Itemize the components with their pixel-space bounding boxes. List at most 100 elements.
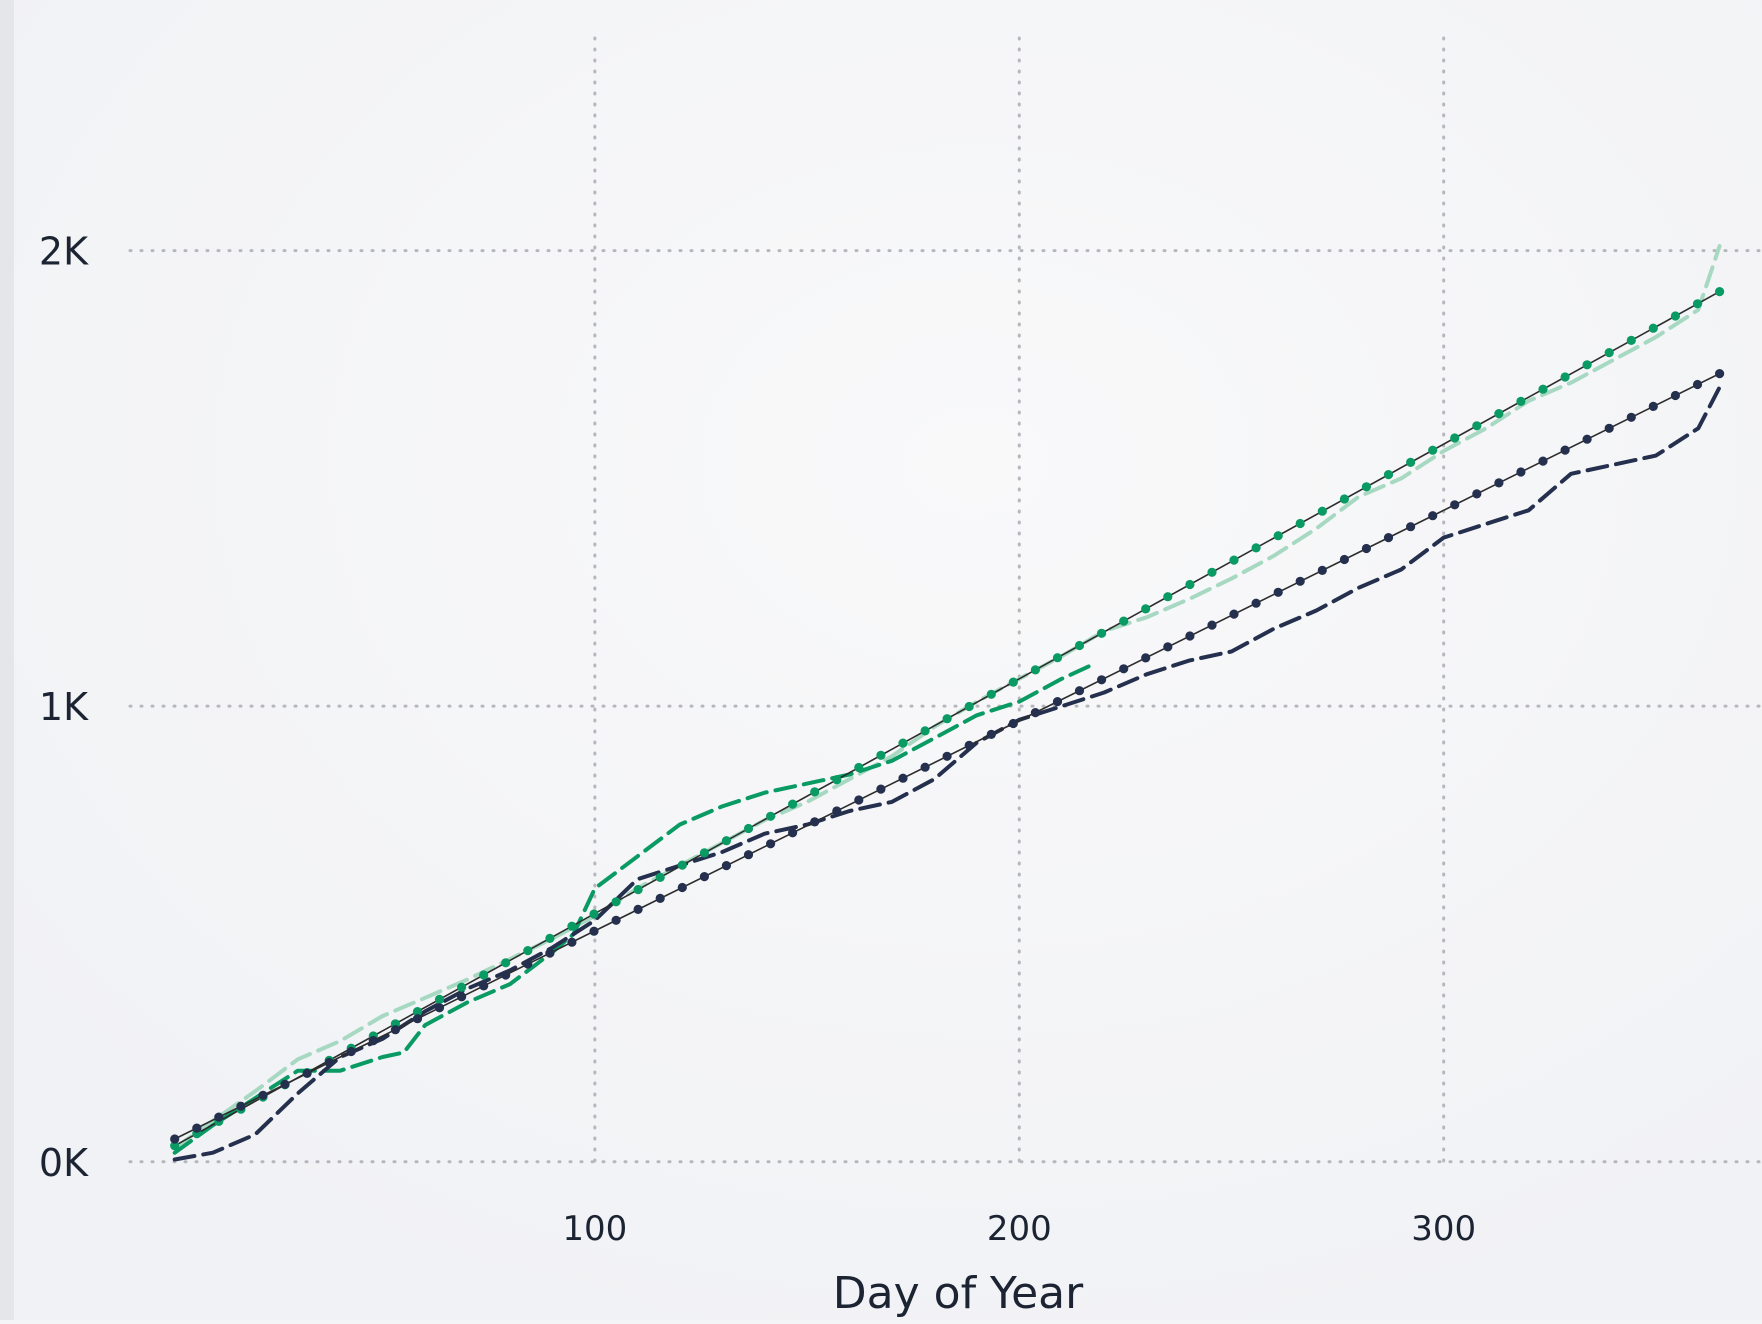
green-trend-markers-marker [567, 921, 577, 931]
green-trend-markers-marker [810, 787, 820, 797]
navy-trend-markers-marker [898, 773, 908, 783]
navy-trend-markers-marker [854, 795, 864, 805]
navy-trend-markers-marker [1715, 369, 1725, 379]
navy-trend-markers-marker [942, 751, 952, 761]
green-trend-markers-marker [677, 860, 687, 870]
green-trend-markers-marker [964, 701, 974, 712]
navy-trend-markers-marker [1295, 576, 1305, 586]
navy-trend-markers-marker [655, 893, 665, 904]
navy-trend-markers-marker [1030, 708, 1040, 718]
green-trend-markers-marker [1494, 409, 1504, 419]
series-navy-cumulative [172, 385, 1722, 1162]
navy-trend-markers-marker [766, 839, 776, 849]
green-trend-markers-marker [434, 994, 445, 1005]
green-trend-markers-marker [1516, 396, 1526, 406]
green-trend-markers-marker [920, 726, 930, 736]
x-tick-label-100: 100 [562, 1209, 627, 1249]
navy-trend-markers-marker [611, 915, 621, 925]
green-trend-markers-marker [898, 738, 908, 748]
navy-trend-markers-marker [302, 1068, 312, 1078]
x-tick-label-200: 200 [987, 1209, 1052, 1249]
green-cumulative-line [172, 663, 1094, 1155]
navy-trend-markers-marker [170, 1134, 180, 1144]
y-tick-label-2000: 2K [39, 230, 89, 274]
navy-trend-markers-marker [1317, 565, 1327, 576]
navy-trend-markers-marker [434, 1003, 445, 1013]
navy-trend-markers-marker [832, 806, 842, 816]
green-trend-markers-marker [1361, 482, 1371, 492]
navy-trend-markers-marker [412, 1014, 423, 1024]
navy-trend-markers-marker [457, 992, 467, 1002]
navy-trend-markers-marker [192, 1123, 202, 1133]
plot-background [14, 0, 1762, 1320]
green-trend-markers-marker [633, 885, 643, 895]
green-trend-markers-marker [854, 762, 864, 773]
green-trend-markers-marker [1074, 640, 1085, 651]
navy-trend-markers-marker [346, 1046, 356, 1057]
navy-trend-markers-marker [567, 937, 577, 947]
green-trend-markers-marker [743, 823, 754, 834]
green-trend-markers-marker [1560, 372, 1570, 382]
green-trend-markers-marker [523, 946, 533, 956]
navy-trend-markers-marker [986, 729, 996, 740]
green-trend-markers-marker [611, 897, 621, 907]
y-tick-label-0: 0K [39, 1141, 89, 1185]
green-trend-markers-marker [832, 775, 842, 785]
series-green-cumulative-light [172, 244, 1722, 1151]
navy-trend-markers-marker [1450, 500, 1460, 510]
green-trend-markers-marker [412, 1007, 423, 1017]
navy-trend-markers-marker [810, 817, 820, 827]
green-trend-markers-marker [1273, 531, 1283, 541]
navy-trend-markers-marker [1163, 642, 1173, 652]
navy-trend-markers-marker [699, 872, 710, 882]
navy-trend-markers-marker [236, 1101, 246, 1111]
navy-trend-markers-marker [280, 1079, 290, 1089]
green-trend-markers-marker [170, 1141, 180, 1151]
navy-trend-markers-marker [1582, 434, 1592, 444]
green-trend-markers-marker [1538, 384, 1548, 394]
navy-trend-markers-marker [1472, 489, 1482, 499]
navy-trend-markers-marker [1052, 697, 1063, 707]
navy-trend-markers-marker [545, 948, 555, 958]
navy-trend-markers-marker [1361, 543, 1371, 554]
green-trend-markers-marker [457, 982, 467, 992]
green-trend-markers-marker [589, 909, 599, 919]
green-trend-markers-marker [1052, 653, 1063, 663]
navy-trend-markers-marker [920, 762, 930, 772]
left-edge-strip [0, 0, 14, 1320]
green-trend-markers-marker [1604, 348, 1614, 358]
navy-trend-markers-marker [1383, 533, 1394, 543]
navy-trend-markers-marker [743, 850, 754, 860]
navy-trend-markers-marker [390, 1025, 400, 1035]
green-trend-markers-marker [1119, 616, 1129, 626]
navy-trend-markers-marker [1428, 511, 1438, 521]
navy-trend-markers-marker [1692, 379, 1703, 390]
navy-cumulative-line [172, 385, 1722, 1162]
navy-trend-markers-marker [1604, 423, 1614, 433]
green-trend-markers-marker [1008, 677, 1018, 687]
navy-trend-markers-marker [523, 959, 533, 969]
navy-trend-markers-marker [721, 861, 732, 871]
navy-trend-markers-marker [1074, 686, 1085, 696]
navy-trend-markers-marker [788, 828, 798, 838]
navy-trend-markers-marker [214, 1112, 224, 1122]
series-navy-trend-markers [170, 369, 1725, 1144]
green-trend-markers-marker [1626, 335, 1636, 345]
navy-trend-markers-marker [876, 784, 886, 794]
green-trend-markers-marker [1229, 555, 1239, 565]
green-trend-markers-marker [1648, 323, 1658, 333]
navy-trend-markers-marker [324, 1057, 334, 1068]
green-trend-markers-marker [1141, 604, 1151, 614]
green-trend-markers-marker [1383, 470, 1394, 480]
navy-trend-markers-marker [633, 904, 643, 915]
green-trend-markers-marker [1339, 494, 1349, 504]
green-trend-markers-marker [1406, 457, 1416, 467]
navy-trend-markers-marker [1339, 554, 1349, 565]
x-tick-label-300: 300 [1411, 1209, 1476, 1249]
green-cumulative-light-line [172, 244, 1722, 1151]
navy-trend-markers-marker [589, 926, 599, 936]
green-trend-markers-marker [986, 689, 996, 699]
navy-trend-markers-marker [368, 1036, 378, 1046]
